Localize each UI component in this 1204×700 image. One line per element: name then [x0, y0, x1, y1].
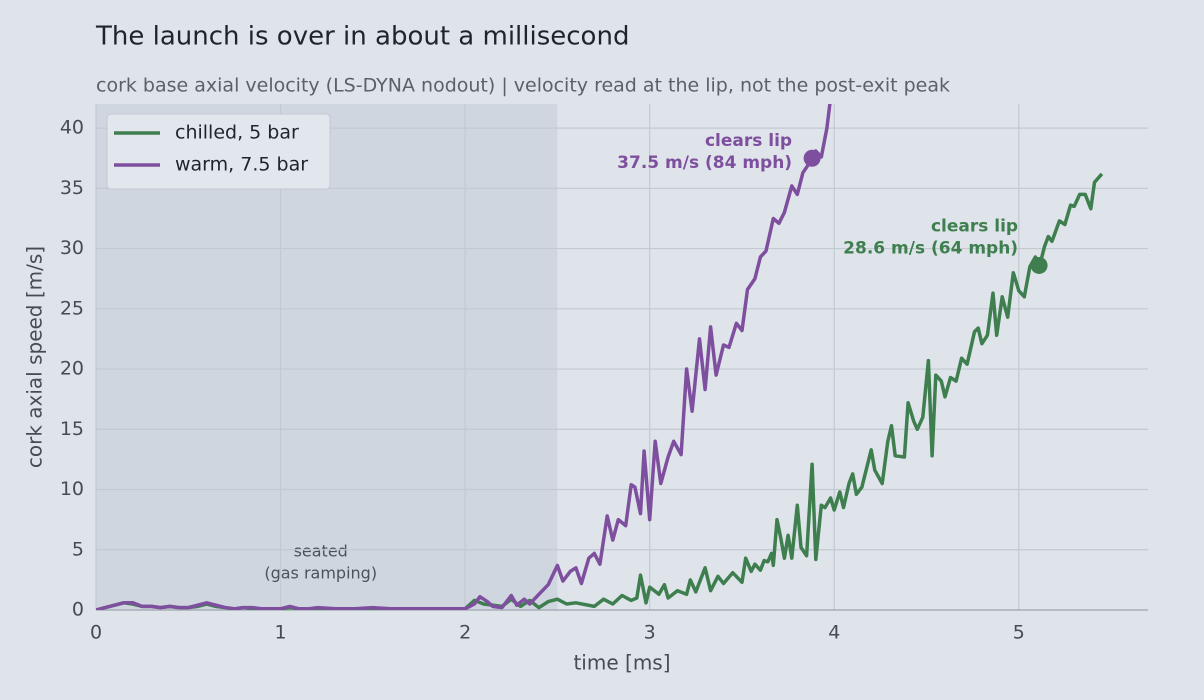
x-tick-label: 0 [90, 622, 102, 644]
y-tick-label: 30 [60, 237, 84, 259]
annotation-label: clears lip [705, 131, 792, 151]
y-tick-label: 10 [60, 478, 84, 500]
x-tick-label: 5 [1013, 622, 1025, 644]
region-label: seated [294, 542, 348, 561]
chart-subtitle: cork base axial velocity (LS-DYNA nodout… [96, 75, 950, 97]
annotation-value: 37.5 m/s (84 mph) [617, 153, 792, 173]
legend-label: chilled, 5 bar [175, 122, 299, 144]
y-tick-label: 0 [72, 599, 84, 621]
x-tick-label: 1 [275, 622, 287, 644]
y-tick-label: 15 [60, 418, 84, 440]
series-line [96, 104, 832, 610]
x-axis-label: time [ms] [573, 651, 670, 675]
legend-label: warm, 7.5 bar [175, 154, 308, 176]
annotation-value: 28.6 m/s (64 mph) [843, 238, 1018, 258]
x-tick-label: 4 [828, 622, 840, 644]
y-axis-label: cork axial speed [m/s] [23, 246, 47, 468]
lip-marker [803, 149, 821, 167]
plot-area [96, 104, 1104, 610]
y-tick-label: 5 [72, 538, 84, 560]
x-tick-label: 2 [459, 622, 471, 644]
y-tick-label: 35 [60, 177, 84, 199]
y-tick-label: 40 [60, 117, 84, 139]
lip-marker [1030, 256, 1048, 274]
chart-title: The launch is over in about a millisecon… [95, 22, 629, 52]
annotation-label: clears lip [931, 216, 1018, 236]
region-label: (gas ramping) [264, 564, 377, 583]
y-tick-label: 20 [60, 358, 84, 380]
legend-box [106, 113, 331, 190]
y-tick-label: 25 [60, 297, 84, 319]
x-tick-label: 3 [644, 622, 656, 644]
